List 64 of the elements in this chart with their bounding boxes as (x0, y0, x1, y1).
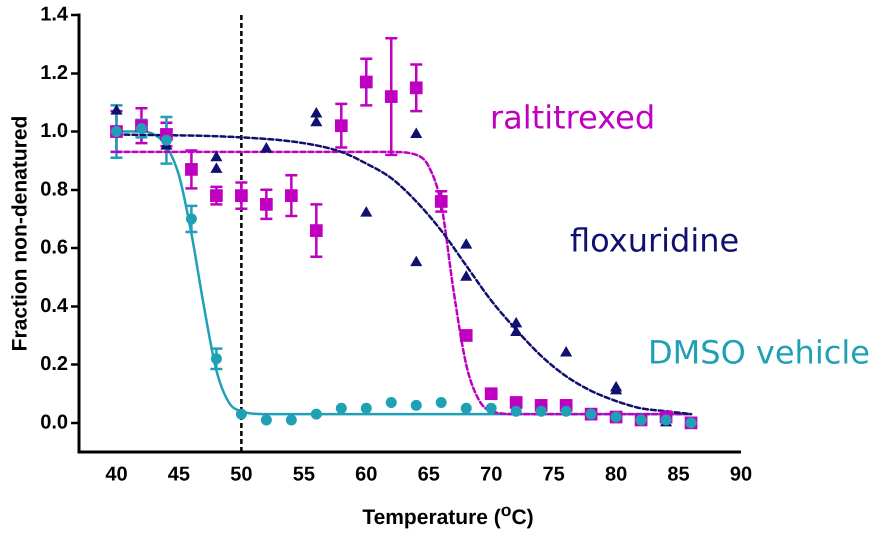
series-label: DMSO vehicle (648, 333, 870, 372)
y-tick-label: 1.2 (40, 62, 68, 84)
x-tick-label: 65 (418, 464, 440, 486)
point (410, 81, 423, 94)
point (160, 134, 172, 146)
point (210, 353, 222, 364)
point (310, 107, 322, 118)
x-tick-label: 90 (730, 464, 752, 486)
point (360, 76, 373, 88)
point (460, 402, 472, 414)
point (410, 256, 422, 266)
point (510, 326, 522, 336)
point (434, 195, 448, 208)
point (410, 400, 422, 411)
y-tick-label: 0.8 (40, 178, 68, 200)
point (510, 406, 522, 417)
x-tick-label: 45 (168, 464, 190, 486)
point (260, 198, 273, 211)
point (484, 387, 498, 400)
point (460, 238, 472, 249)
point (360, 402, 372, 414)
point (110, 104, 123, 115)
y-tick-label: 0.4 (40, 294, 69, 317)
x-tick-label: 75 (542, 464, 565, 486)
point (186, 213, 197, 224)
x-tick-label: 70 (480, 464, 502, 486)
point (386, 396, 397, 408)
point (210, 150, 222, 162)
point (286, 414, 297, 426)
point (334, 119, 348, 132)
point (360, 206, 372, 217)
point (336, 402, 347, 414)
x-tick-label: 80 (604, 464, 628, 486)
point (560, 406, 572, 417)
point (436, 396, 447, 408)
y-tick-label: 1.4 (40, 4, 69, 26)
point (236, 408, 247, 420)
x-tick-label: 55 (292, 464, 315, 486)
x-tick-label: 40 (105, 464, 128, 486)
point (284, 189, 298, 202)
y-tick-label: 0.6 (40, 236, 68, 259)
point (460, 329, 473, 342)
point (384, 90, 398, 103)
x-tick-label: 60 (355, 464, 378, 486)
y-tick-label: 1.0 (40, 120, 68, 142)
y-tick-label: 0.2 (40, 353, 68, 376)
y-axis-title: Fraction non-denatured (8, 116, 32, 352)
point (486, 402, 497, 414)
text: floxuridine (570, 221, 740, 260)
point (410, 127, 422, 138)
x-tick-label: 50 (230, 464, 253, 486)
point (260, 142, 272, 153)
point (460, 270, 472, 281)
point (310, 408, 322, 420)
point (235, 189, 248, 202)
point (536, 406, 547, 417)
point (210, 162, 222, 173)
point (260, 414, 272, 426)
text: raltitrexed (490, 98, 656, 136)
point (185, 163, 198, 176)
x-axis-title: Temperature ($^{o}$C) (361, 500, 535, 530)
y-tick-label: 0.0 (40, 411, 68, 434)
x-tick-label: 85 (667, 464, 690, 486)
point (310, 224, 323, 237)
